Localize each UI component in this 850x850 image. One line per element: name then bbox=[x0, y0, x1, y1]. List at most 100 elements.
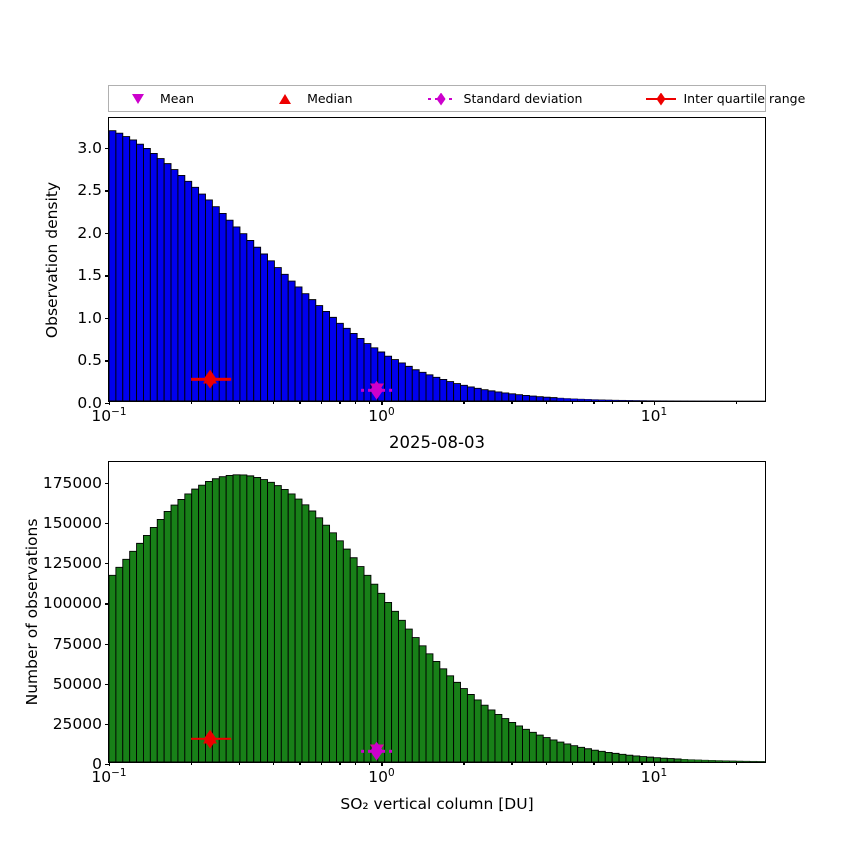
y-tick-mark bbox=[105, 147, 109, 150]
bottom-panel-y-axis-title: Number of observations bbox=[23, 518, 41, 706]
x-tick-mark-minor bbox=[339, 401, 341, 404]
top-panel-histogram-bars bbox=[109, 118, 765, 401]
x-tick-mark-major bbox=[381, 762, 383, 766]
y-tick-mark bbox=[105, 523, 109, 525]
x-tick-mark-minor bbox=[571, 762, 574, 765]
x-tick-mark-minor bbox=[368, 401, 371, 404]
x-tick-label: 100 bbox=[368, 766, 395, 786]
y-tick-mark bbox=[105, 643, 109, 645]
y-tick-label: 100000 bbox=[42, 594, 102, 613]
x-tick-mark-minor bbox=[368, 762, 371, 765]
diamond-dotted-icon bbox=[425, 89, 459, 109]
x-tick-mark-major bbox=[653, 401, 656, 405]
y-tick-label: 0.0 bbox=[77, 394, 102, 412]
x-tick-mark-major bbox=[109, 401, 111, 405]
figure-subtitle: 2025-08-03 bbox=[389, 433, 485, 452]
legend-entry-inter-quartile-range[interactable]: Inter quartile range bbox=[644, 86, 805, 111]
bottom-panel-plot-area bbox=[109, 462, 765, 762]
x-tick-mark-minor bbox=[238, 762, 241, 765]
x-tick-mark-minor bbox=[463, 762, 465, 765]
x-tick-mark-minor bbox=[641, 762, 643, 765]
top-panel-axes: 0.0 0.5 1.0 1.5 2.0 2.5 3.0 10−1 100 101 bbox=[77, 117, 766, 425]
x-tick-mark-minor bbox=[463, 401, 465, 404]
legend-label-standard-deviation: Standard deviation bbox=[463, 91, 583, 106]
x-tick-mark-minor bbox=[511, 762, 513, 765]
legend-label-inter-quartile-range: Inter quartile range bbox=[683, 91, 806, 106]
inter-quartile-range-marker bbox=[203, 729, 217, 749]
x-tick-mark-minor bbox=[273, 401, 275, 404]
x-axis-title: SO₂ vertical column [DU] bbox=[340, 795, 534, 813]
x-tick-mark-minor bbox=[627, 401, 629, 404]
legend: Mean Median Standard deviation Inter qua… bbox=[108, 85, 805, 112]
x-tick-mark-minor bbox=[593, 762, 595, 765]
x-tick-mark-minor bbox=[735, 762, 738, 765]
x-tick-mark-minor bbox=[593, 401, 595, 404]
x-tick-mark-minor bbox=[191, 401, 193, 404]
legend-entry-mean[interactable]: Mean bbox=[121, 86, 194, 111]
legend-entry-standard-deviation[interactable]: Standard deviation bbox=[425, 86, 583, 111]
x-tick-mark-minor bbox=[191, 762, 193, 765]
y-tick-label: 0.5 bbox=[77, 351, 102, 370]
y-tick-label: 1.0 bbox=[77, 308, 102, 327]
y-tick-label: 75000 bbox=[52, 634, 102, 653]
y-tick-label: 175000 bbox=[42, 473, 102, 492]
triangle-up-icon bbox=[268, 89, 302, 109]
x-tick-label: 101 bbox=[640, 766, 668, 786]
bottom-panel-histogram-bars bbox=[109, 462, 765, 762]
y-tick-label: 125000 bbox=[42, 554, 102, 573]
y-tick-mark bbox=[105, 275, 109, 277]
x-tick-label: 10−1 bbox=[91, 405, 127, 425]
x-tick-mark-major bbox=[109, 762, 111, 766]
top-panel-plot-area bbox=[109, 118, 765, 401]
x-tick-label: 100 bbox=[368, 405, 395, 425]
y-tick-mark bbox=[105, 603, 109, 605]
y-tick-label: 150000 bbox=[42, 514, 102, 533]
y-tick-label: 2.0 bbox=[77, 223, 102, 242]
bottom-panel-axes: 0 25000 50000 75000 100000 125000 150000 175000… bbox=[43, 461, 766, 786]
x-tick-mark-minor bbox=[299, 401, 301, 404]
y-tick-mark bbox=[105, 190, 109, 192]
x-tick-mark-minor bbox=[339, 762, 341, 765]
x-tick-mark-minor bbox=[611, 762, 614, 765]
x-tick-label: 101 bbox=[640, 405, 668, 425]
x-tick-mark-minor bbox=[571, 401, 574, 404]
y-tick-mark bbox=[105, 317, 109, 320]
y-tick-label: 3.0 bbox=[77, 138, 102, 157]
x-tick-mark-minor bbox=[299, 762, 301, 765]
y-tick-mark bbox=[105, 403, 109, 405]
x-tick-mark-minor bbox=[321, 401, 323, 404]
y-tick-label: 0 bbox=[92, 755, 102, 773]
x-tick-mark-major bbox=[381, 401, 383, 405]
x-tick-mark-minor bbox=[355, 401, 357, 404]
top-panel-y-axis-title: Observation density bbox=[43, 181, 61, 338]
y-tick-mark bbox=[105, 683, 109, 685]
x-tick-mark-minor bbox=[611, 401, 614, 404]
x-tick-label: 10−1 bbox=[91, 766, 127, 786]
standard-deviation-marker bbox=[370, 380, 384, 400]
x-tick-mark-minor bbox=[355, 762, 357, 765]
y-tick-mark bbox=[105, 563, 109, 565]
x-tick-mark-minor bbox=[641, 401, 643, 404]
y-tick-label: 2.5 bbox=[77, 181, 102, 200]
standard-deviation-marker bbox=[370, 741, 384, 761]
x-tick-mark-minor bbox=[735, 401, 738, 404]
y-tick-mark bbox=[105, 764, 109, 766]
x-tick-mark-minor bbox=[321, 762, 323, 765]
x-tick-mark-minor bbox=[627, 762, 629, 765]
legend-entry-median[interactable]: Median bbox=[268, 86, 353, 111]
inter-quartile-range-marker bbox=[203, 369, 217, 389]
x-tick-mark-minor bbox=[511, 401, 513, 404]
y-tick-mark bbox=[105, 360, 109, 362]
x-tick-mark-major bbox=[653, 762, 656, 766]
diamond-line-icon bbox=[644, 89, 678, 109]
y-tick-label: 1.5 bbox=[77, 266, 102, 285]
legend-label-median: Median bbox=[307, 91, 353, 106]
triangle-down-icon bbox=[121, 89, 155, 109]
x-tick-mark-minor bbox=[273, 762, 275, 765]
y-tick-mark bbox=[105, 723, 109, 726]
x-tick-mark-minor bbox=[545, 401, 547, 404]
y-tick-label: 25000 bbox=[52, 714, 102, 733]
y-tick-mark bbox=[105, 482, 109, 485]
x-tick-mark-minor bbox=[545, 762, 547, 765]
